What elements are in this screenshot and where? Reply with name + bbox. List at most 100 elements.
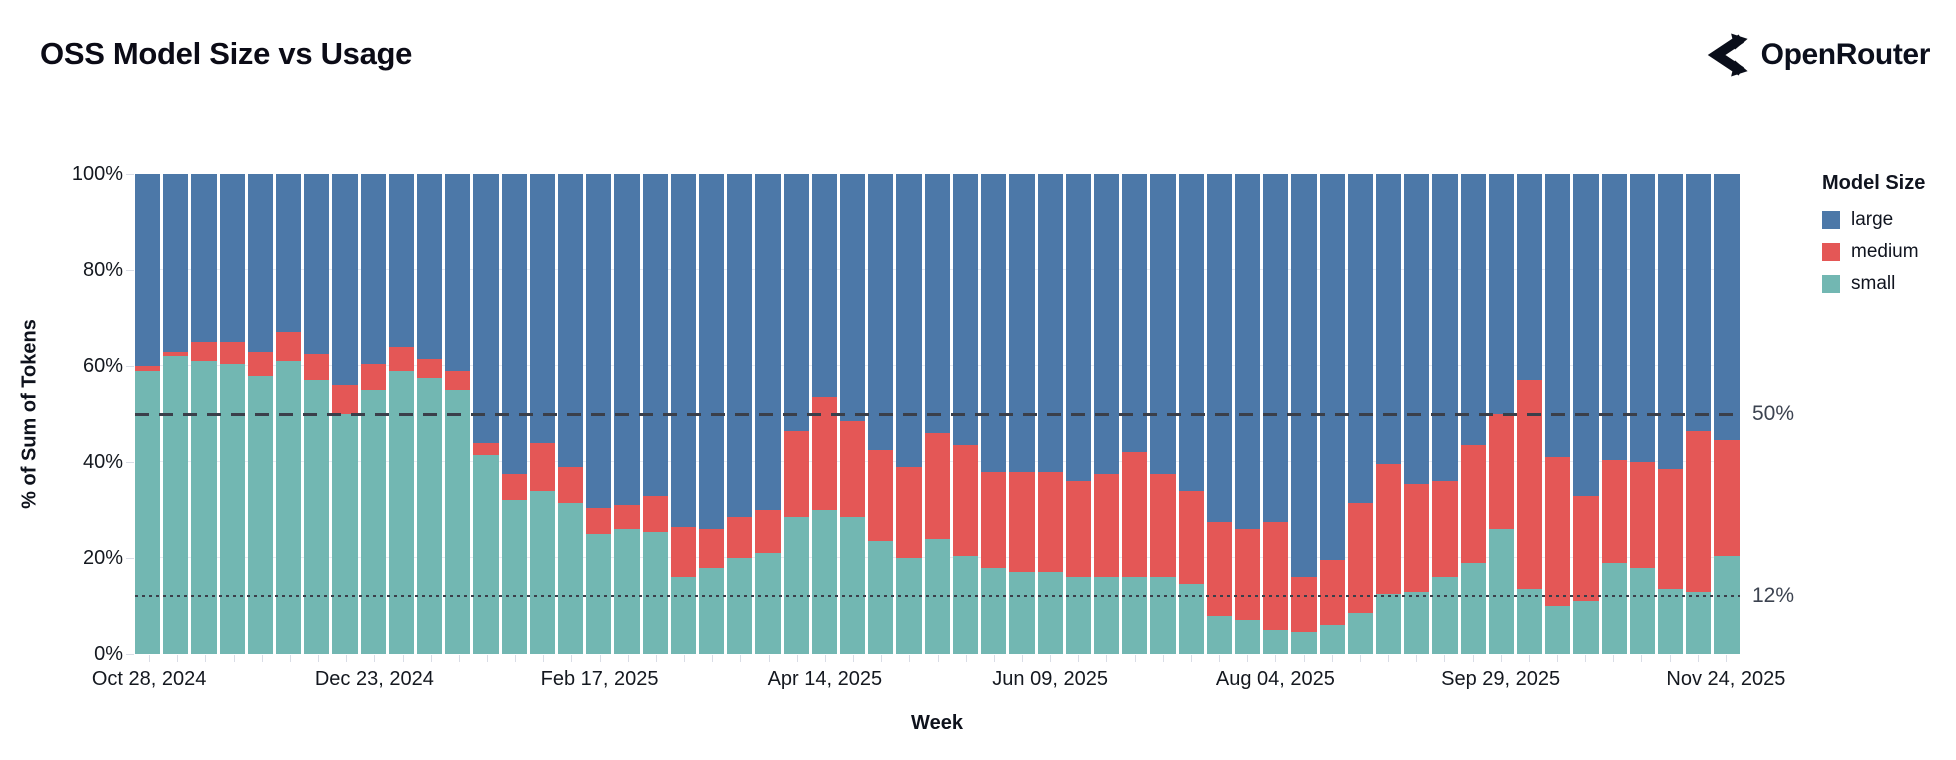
- bar-segment-large[interactable]: [219, 174, 245, 343]
- bar-segment-small[interactable]: [1488, 529, 1514, 654]
- bar-week-Mar 10, 2025[interactable]: [670, 174, 697, 654]
- bar-week-Nov 17, 2025[interactable]: [1686, 174, 1712, 654]
- bar-segment-large[interactable]: [529, 174, 556, 443]
- bar-segment-large[interactable]: [360, 174, 386, 364]
- bar-segment-small[interactable]: [1206, 615, 1232, 654]
- bar-week-Jun 16, 2025[interactable]: [1065, 174, 1091, 654]
- bar-week-Jul 21, 2025[interactable]: [1206, 174, 1232, 654]
- bar-segment-medium[interactable]: [1291, 577, 1317, 633]
- bar-segment-small[interactable]: [1037, 572, 1063, 654]
- bar-week-Nov 24, 2025[interactable]: [1714, 174, 1740, 654]
- bar-segment-small[interactable]: [1009, 572, 1035, 654]
- bar-segment-medium[interactable]: [614, 505, 640, 530]
- bar-segment-small[interactable]: [868, 541, 894, 654]
- bar-segment-medium[interactable]: [1629, 462, 1655, 568]
- bar-segment-large[interactable]: [1714, 174, 1740, 441]
- bar-segment-medium[interactable]: [1319, 560, 1345, 626]
- bar-segment-large[interactable]: [445, 174, 471, 371]
- bar-segment-small[interactable]: [163, 356, 189, 654]
- bar-segment-large[interactable]: [811, 174, 838, 398]
- bar-segment-medium[interactable]: [135, 366, 161, 371]
- bar-segment-large[interactable]: [981, 174, 1007, 472]
- bar-segment-medium[interactable]: [388, 346, 415, 371]
- bar-week-Aug 04, 2025[interactable]: [1263, 174, 1289, 654]
- bar-segment-large[interactable]: [1601, 174, 1627, 460]
- bar-segment-large[interactable]: [276, 174, 302, 333]
- bar-segment-large[interactable]: [558, 174, 584, 467]
- bar-segment-small[interactable]: [586, 534, 612, 654]
- bar-segment-large[interactable]: [727, 174, 753, 518]
- bar-segment-medium[interactable]: [1150, 474, 1176, 578]
- bar-segment-large[interactable]: [388, 174, 415, 347]
- bar-segment-medium[interactable]: [1206, 522, 1232, 616]
- bar-segment-large[interactable]: [1460, 174, 1486, 446]
- bar-week-Sep 08, 2025[interactable]: [1404, 174, 1430, 654]
- bar-segment-small[interactable]: [1657, 589, 1684, 654]
- bar-segment-large[interactable]: [699, 174, 725, 530]
- bar-segment-small[interactable]: [417, 378, 443, 654]
- bar-segment-small[interactable]: [1093, 577, 1120, 654]
- bar-segment-medium[interactable]: [1686, 430, 1712, 592]
- bar-segment-small[interactable]: [1122, 577, 1148, 654]
- bar-segment-small[interactable]: [360, 390, 386, 654]
- bar-week-Dec 30, 2024[interactable]: [388, 174, 415, 654]
- bar-segment-small[interactable]: [1714, 555, 1740, 654]
- bar-segment-small[interactable]: [1291, 632, 1317, 654]
- bar-segment-medium[interactable]: [1601, 459, 1627, 563]
- bar-segment-large[interactable]: [1263, 174, 1289, 522]
- legend-item-medium[interactable]: medium: [1822, 241, 1925, 263]
- bar-segment-medium[interactable]: [699, 529, 725, 568]
- bar-week-Jan 06, 2025[interactable]: [417, 174, 443, 654]
- bar-segment-large[interactable]: [1686, 174, 1712, 431]
- bar-segment-medium[interactable]: [1065, 481, 1091, 578]
- bar-segment-large[interactable]: [304, 174, 330, 355]
- bar-segment-small[interactable]: [1629, 567, 1655, 654]
- bar-segment-medium[interactable]: [1263, 522, 1289, 630]
- bar-segment-medium[interactable]: [1545, 457, 1571, 606]
- bar-week-Jun 23, 2025[interactable]: [1093, 174, 1120, 654]
- bar-week-Jun 30, 2025[interactable]: [1122, 174, 1148, 654]
- bar-segment-medium[interactable]: [924, 433, 950, 539]
- bar-segment-small[interactable]: [1404, 591, 1430, 654]
- bar-segment-small[interactable]: [135, 370, 161, 654]
- bar-segment-large[interactable]: [586, 174, 612, 508]
- bar-week-Jan 20, 2025[interactable]: [473, 174, 499, 654]
- bar-segment-large[interactable]: [332, 174, 358, 386]
- bar-week-Feb 17, 2025[interactable]: [586, 174, 612, 654]
- bar-week-May 26, 2025[interactable]: [981, 174, 1007, 654]
- bar-segment-medium[interactable]: [332, 385, 358, 414]
- bar-segment-medium[interactable]: [670, 526, 697, 578]
- bar-segment-small[interactable]: [1573, 601, 1599, 654]
- bar-week-Feb 03, 2025[interactable]: [529, 174, 556, 654]
- bar-segment-large[interactable]: [924, 174, 950, 434]
- bar-segment-large[interactable]: [191, 174, 217, 343]
- bar-week-Apr 21, 2025[interactable]: [840, 174, 866, 654]
- bar-segment-small[interactable]: [840, 517, 866, 654]
- bar-segment-medium[interactable]: [473, 442, 499, 455]
- bar-week-Apr 28, 2025[interactable]: [868, 174, 894, 654]
- bar-segment-medium[interactable]: [1234, 529, 1261, 621]
- bar-week-Jul 07, 2025[interactable]: [1150, 174, 1176, 654]
- bar-week-Nov 11, 2024[interactable]: [191, 174, 217, 654]
- bar-segment-medium[interactable]: [1009, 471, 1035, 573]
- bar-week-Oct 28, 2024[interactable]: [135, 174, 161, 654]
- bar-segment-small[interactable]: [1686, 591, 1712, 654]
- bar-segment-small[interactable]: [699, 567, 725, 654]
- bar-segment-medium[interactable]: [727, 517, 753, 558]
- bar-week-Sep 15, 2025[interactable]: [1432, 174, 1458, 654]
- bar-segment-small[interactable]: [896, 558, 922, 654]
- bar-segment-medium[interactable]: [1375, 464, 1402, 594]
- bar-segment-medium[interactable]: [1404, 483, 1430, 592]
- bar-segment-medium[interactable]: [586, 507, 612, 534]
- bar-segment-medium[interactable]: [360, 363, 386, 390]
- bar-segment-small[interactable]: [558, 502, 584, 654]
- bar-week-Jan 27, 2025[interactable]: [501, 174, 527, 654]
- bar-segment-small[interactable]: [529, 490, 556, 654]
- bar-week-Dec 09, 2024[interactable]: [304, 174, 330, 654]
- bar-segment-medium[interactable]: [1714, 440, 1740, 556]
- bar-segment-small[interactable]: [1347, 613, 1373, 654]
- bar-segment-small[interactable]: [1601, 562, 1627, 654]
- bar-segment-medium[interactable]: [1488, 414, 1514, 530]
- bar-segment-small[interactable]: [332, 414, 358, 654]
- bar-segment-medium[interactable]: [304, 354, 330, 381]
